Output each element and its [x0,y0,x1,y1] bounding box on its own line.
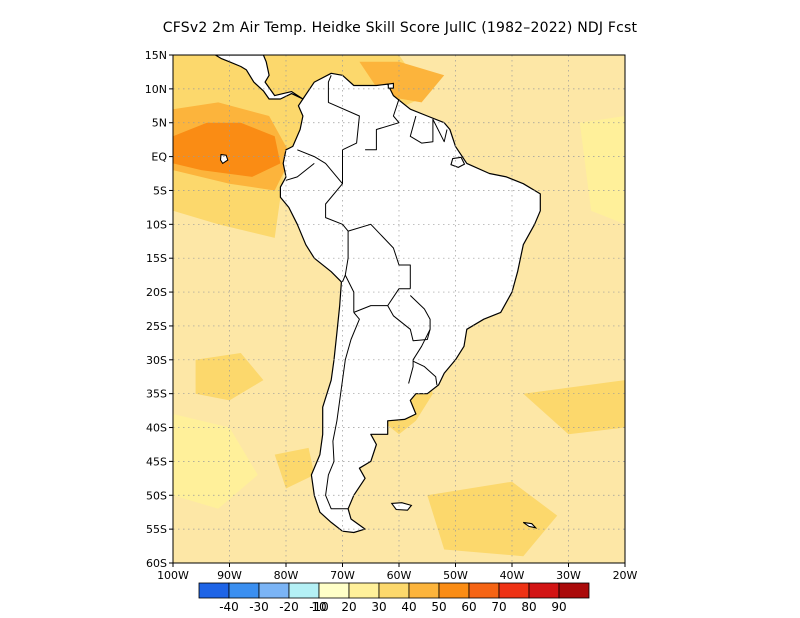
skill-region [173,414,258,509]
latitude-tick-label: 55S [146,523,167,536]
border-ecuador-peru [285,163,315,181]
marajo-island [450,156,466,169]
border-uruguay-brazil [412,360,438,385]
skill-region [173,122,281,177]
longitude-tick-label: 20W [613,569,638,582]
south-georgia [522,521,538,529]
latitude-tick-label: 35S [146,388,167,401]
colorbar-swatch [408,582,440,599]
axis-ticks: 15N 10N 5N EQ 5S 10S 15S 20S 25S 30S 35S 40S 45S 50S 5… [145,49,638,582]
longitude-tick-label: 70W [330,569,355,582]
central-america-landmass [214,55,304,100]
longitude-tick-label: 40W [500,569,525,582]
colorbar-label: 70 [491,600,506,614]
colorbar-swatch [348,582,380,599]
latitude-tick-label: 10S [146,218,167,231]
colorbar-swatch [258,582,290,599]
latitude-tick-label: 5S [153,184,167,197]
colorbar-label: 10 [311,600,326,614]
border-bolivia-chile [344,274,355,313]
border-brazil-peru-bolivia [325,183,411,289]
longitude-tick-label: 80W [274,569,299,582]
colorbar-swatch [198,582,230,599]
latitude-tick-label: 25S [146,320,167,333]
latitude-tick-label: 50S [146,489,167,502]
colorbar-swatch [528,582,560,599]
colorbar-swatch [558,582,590,599]
latitude-tick-label: 40S [146,422,167,435]
colorbar-swatch [438,582,470,599]
colorbar-label: -20 [279,600,299,614]
colorbar-swatch [378,582,410,599]
plot-area [173,55,625,563]
latitude-tick-label: 30S [146,354,167,367]
skill-region [427,481,558,557]
south-america-landmass [279,72,541,534]
colorbar-swatch [468,582,500,599]
colorbar-swatch [318,582,350,599]
skill-region [274,447,315,489]
trinidad [387,82,394,89]
longitude-tick-label: 50W [443,569,468,582]
latitude-tick-label: 10N [145,83,167,96]
longitude-tick-label: 60W [387,569,412,582]
colorbar-swatch [288,582,320,599]
border-argentina-brazil-uruguay [408,329,431,384]
latitude-tick-label: EQ [151,151,167,164]
latitude-tick-label: 60S [146,557,167,570]
border-layer [285,75,448,510]
colorbar-label: -40 [219,600,239,614]
galapagos [219,153,229,165]
latitude-tick-label: 45S [146,455,167,468]
border-peru-bolivia [342,231,349,283]
colorbar-label: 40 [401,600,416,614]
longitude-tick-label: 30W [556,569,581,582]
map-title: CFSv2 2m Air Temp. Heidke Skill Score Ju… [162,20,638,36]
colorbar-label: -30 [249,600,269,614]
border-venezuela-guyana [365,98,400,151]
colorbar-label: 20 [341,600,356,614]
land-layer [214,55,541,534]
latitude-tick-label: 15N [145,49,167,62]
latitude-tick-label: 5N [152,117,167,130]
colorbar-label: 80 [521,600,536,614]
latitude-tick-label: 20S [146,286,167,299]
latitude-tick-label: 15S [146,252,167,265]
colorbar-label: 90 [551,600,566,614]
colorbar-label: 50 [431,600,446,614]
border-colombia-venezuela [327,75,360,151]
border-guianas [409,115,448,144]
border-colombia-peru [297,149,343,185]
colorbar-label: 30 [371,600,386,614]
colorbar-swatch [228,582,260,599]
border-paraguay [387,295,431,342]
colorbar-label: -10 [309,600,329,614]
longitude-tick-label: 100W [157,569,189,582]
falkland-islands [390,502,413,511]
skill-region [579,116,625,225]
colorbar-swatch [498,582,530,599]
colorbar-label: 60 [461,600,476,614]
border-argentina-chile [325,312,360,510]
longitude-tick-label: 90W [217,569,242,582]
skill-region [195,353,264,401]
